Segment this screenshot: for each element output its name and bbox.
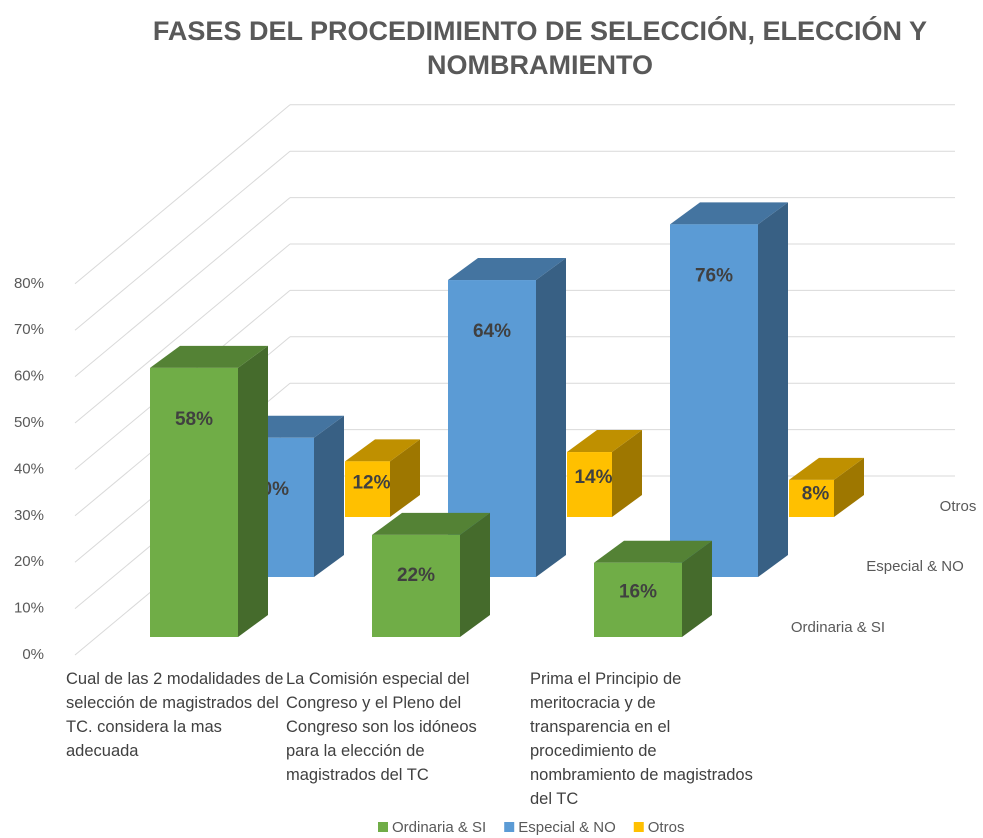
bar-top bbox=[670, 202, 788, 225]
bar-top bbox=[567, 430, 642, 453]
bar-top bbox=[789, 457, 864, 480]
y-tick-label: 30% bbox=[14, 507, 44, 524]
bar-side bbox=[834, 457, 864, 517]
y-tick-label: 0% bbox=[22, 646, 44, 663]
data-label: 12% bbox=[352, 473, 390, 494]
data-label: 8% bbox=[802, 484, 830, 505]
bar-top bbox=[345, 439, 420, 462]
bar-top bbox=[448, 258, 566, 281]
grid-line bbox=[74, 197, 291, 377]
data-label: 64% bbox=[473, 321, 511, 342]
bar bbox=[789, 479, 834, 517]
bar-side bbox=[460, 512, 490, 637]
bar bbox=[345, 461, 390, 517]
legend-label: Especial & NO bbox=[518, 819, 616, 836]
legend-swatch bbox=[378, 822, 388, 832]
y-tick-label: 20% bbox=[14, 553, 44, 570]
depth-axis-label: Especial & NO bbox=[866, 558, 964, 575]
x-tick-label: Prima el Principio de meritocracia y de … bbox=[530, 670, 753, 808]
bar-side bbox=[390, 439, 420, 517]
y-tick-label: 40% bbox=[14, 460, 44, 477]
chart-title: FASES DEL PROCEDIMIENTO DE SELECCIÓN, EL… bbox=[152, 16, 928, 80]
bar-side bbox=[612, 430, 642, 517]
bar bbox=[567, 452, 612, 517]
y-tick-label: 50% bbox=[14, 414, 44, 431]
legend-swatch bbox=[504, 822, 515, 832]
bar bbox=[372, 534, 460, 637]
bar bbox=[150, 367, 238, 637]
depth-axis-label: Otros bbox=[940, 498, 977, 515]
bar bbox=[670, 224, 758, 578]
legend-swatch bbox=[633, 822, 644, 832]
depth-axis-label: Ordinaria & SI bbox=[791, 619, 885, 636]
bar-side bbox=[682, 540, 712, 637]
y-tick-label: 10% bbox=[14, 600, 44, 617]
y-tick-label: 70% bbox=[14, 321, 44, 338]
data-label: 22% bbox=[397, 565, 435, 586]
y-tick-label: 80% bbox=[14, 275, 44, 292]
bar-side bbox=[314, 415, 344, 577]
data-label: 76% bbox=[695, 265, 733, 286]
x-tick-label: La Comisión especial del Congreso y el P… bbox=[286, 670, 477, 784]
bar-top bbox=[594, 540, 712, 563]
bar-side bbox=[238, 345, 268, 637]
legend-label: Otros bbox=[648, 819, 685, 836]
grid-line bbox=[74, 243, 291, 424]
grid-line bbox=[74, 150, 291, 331]
bar bbox=[594, 562, 682, 637]
bar-side bbox=[536, 258, 566, 577]
data-label: 14% bbox=[574, 467, 612, 488]
bar-top bbox=[150, 345, 268, 368]
x-tick-label: Cual de las 2 modalidades de selección d… bbox=[66, 670, 284, 760]
data-label: 58% bbox=[175, 409, 213, 430]
legend-label: Ordinaria & SI bbox=[392, 819, 486, 836]
data-label: 16% bbox=[619, 581, 657, 602]
bar-top bbox=[372, 512, 490, 535]
y-tick-label: 60% bbox=[14, 368, 44, 385]
grid-line bbox=[74, 104, 291, 285]
bar-side bbox=[758, 202, 788, 578]
